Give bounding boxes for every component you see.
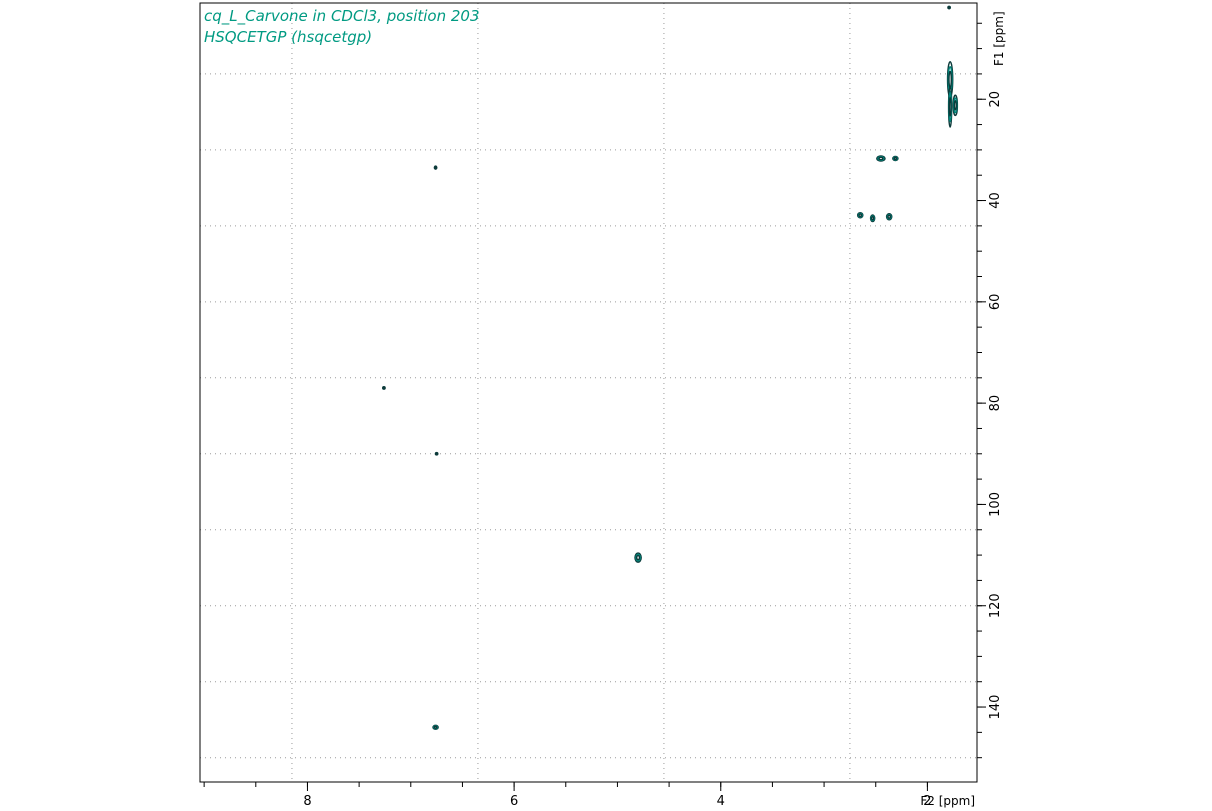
cross-peak xyxy=(876,155,886,162)
y-tick-label: 120 xyxy=(988,593,1003,618)
cross-peak xyxy=(869,214,876,223)
y-tick-label: 20 xyxy=(988,91,1003,108)
y-tick-label: 60 xyxy=(988,294,1003,311)
cross-peak xyxy=(952,94,959,117)
cross-peak xyxy=(432,724,439,731)
y-tick-label: 140 xyxy=(988,695,1003,720)
y-tick-label: 100 xyxy=(988,492,1003,517)
contour-level xyxy=(953,100,957,111)
pulse-program-annotation: HSQCETGP (hsqcetgp) xyxy=(204,28,372,46)
cross-peak xyxy=(947,5,952,10)
cross-peak xyxy=(892,155,899,162)
x-tick-label: 6 xyxy=(510,794,518,809)
contour-level xyxy=(885,213,893,221)
cross-peaks xyxy=(382,5,959,731)
cross-peak xyxy=(885,213,893,221)
contour-level xyxy=(871,216,875,221)
x-axis-label: F2 [ppm] xyxy=(920,794,975,808)
grid-lines xyxy=(200,3,977,782)
cross-peak xyxy=(434,451,439,456)
cross-peak xyxy=(382,386,386,390)
contour-level xyxy=(635,553,642,562)
contour-level xyxy=(433,725,438,729)
x-tick-label: 4 xyxy=(717,794,725,809)
y-axis-label: F1 [ppm] xyxy=(992,11,1006,66)
contour-level xyxy=(434,451,439,456)
plot-frame xyxy=(199,2,978,783)
contour-level xyxy=(856,211,864,219)
contour-level xyxy=(636,554,641,561)
y-tick-label: 40 xyxy=(988,192,1003,209)
tick-labels: 8 6 4 2 20 40 60 80 100 120 140 xyxy=(303,91,1003,809)
cross-peak xyxy=(433,165,438,170)
cross-peak xyxy=(634,552,642,563)
spectrum-title-annotation: cq_L_Carvone in CDCl3, position 203 xyxy=(204,7,480,26)
contour-level xyxy=(893,156,898,161)
x-tick-label: 8 xyxy=(303,794,311,809)
cross-peak xyxy=(856,211,864,219)
contour-level xyxy=(948,97,952,117)
contour-level xyxy=(382,386,386,390)
contour-level xyxy=(634,552,642,563)
x-tick-label: 2 xyxy=(923,794,931,809)
contour-level xyxy=(433,165,438,170)
contour-level xyxy=(876,155,886,162)
contour-level xyxy=(878,156,884,161)
contour-level xyxy=(947,5,952,10)
cross-peak xyxy=(947,85,953,128)
axis-ticks xyxy=(203,22,986,791)
contour-level xyxy=(858,213,863,218)
y-tick-label: 80 xyxy=(988,395,1003,412)
contour-level xyxy=(887,214,892,219)
